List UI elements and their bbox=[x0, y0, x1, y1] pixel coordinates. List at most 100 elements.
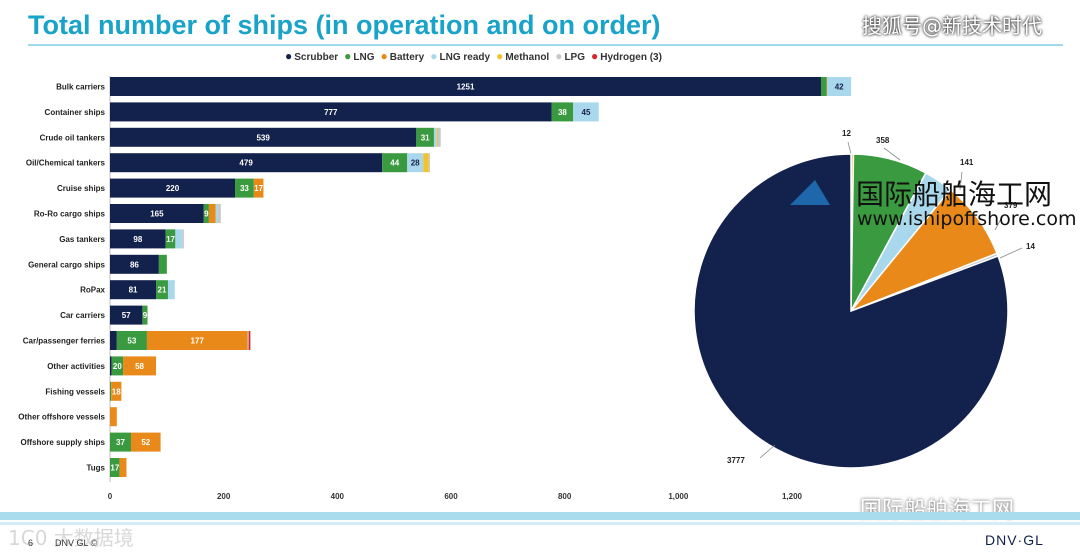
category-label: Cruise ships bbox=[57, 184, 106, 193]
brand-logo: DNV·GL bbox=[985, 532, 1044, 548]
data-label: 33 bbox=[240, 184, 249, 193]
data-label: 1251 bbox=[457, 83, 475, 92]
bar-segment bbox=[215, 204, 218, 223]
watermark-bottom-left: 1C0 大数据境 bbox=[8, 526, 134, 550]
pie-slice-label: 3777 bbox=[727, 456, 745, 465]
x-tick-label: 600 bbox=[444, 492, 458, 501]
bar-segment bbox=[826, 77, 828, 96]
bar-segment bbox=[208, 204, 216, 223]
legend-item-4: ● Methanol bbox=[496, 49, 549, 63]
bar-segment bbox=[110, 102, 552, 122]
bar-segment bbox=[820, 77, 827, 96]
category-label: Ro-Ro cargo ships bbox=[34, 210, 106, 219]
bar-segment bbox=[110, 356, 112, 376]
title-divider bbox=[28, 44, 1063, 46]
legend-item-6: ● Hydrogen (3) bbox=[591, 49, 662, 63]
bar-segment bbox=[182, 229, 184, 249]
bar-segment bbox=[248, 331, 251, 350]
bar-segment bbox=[110, 229, 166, 249]
legend-label: LNG ready bbox=[439, 52, 491, 63]
category-label: Other offshore vessels bbox=[18, 413, 105, 422]
category-label: Car carriers bbox=[60, 311, 105, 320]
bar-segment bbox=[110, 280, 157, 300]
chart-legend: ● Scrubber ● LNG ● Battery ● LNG ready ● Methanol… bbox=[285, 49, 668, 63]
pie-slice-label: 12 bbox=[842, 129, 851, 138]
bar-segment bbox=[156, 280, 168, 300]
copyright: DNV GL © bbox=[55, 538, 98, 548]
bar-segment bbox=[158, 254, 167, 274]
bar-segment bbox=[111, 356, 124, 376]
pie-slice bbox=[693, 153, 1009, 469]
category-label: Gas tankers bbox=[59, 235, 105, 244]
data-label: 58 bbox=[135, 362, 144, 371]
category-label: Tugs bbox=[86, 464, 105, 473]
x-tick-label: 400 bbox=[331, 492, 345, 501]
bar-segment bbox=[433, 127, 437, 147]
data-label: 17 bbox=[110, 464, 119, 473]
category-label: Oil/Chemical tankers bbox=[26, 159, 106, 168]
bar-segment bbox=[110, 77, 821, 96]
category-label: Car/passenger ferries bbox=[23, 337, 106, 346]
data-label: 20 bbox=[113, 362, 122, 371]
bar-segment bbox=[165, 229, 176, 249]
bar-segment bbox=[110, 305, 143, 325]
pie-slice-label: 141 bbox=[960, 158, 974, 167]
bar-segment bbox=[827, 77, 852, 96]
data-label: 31 bbox=[421, 133, 430, 142]
category-label: Container ships bbox=[45, 108, 106, 117]
bar-segment bbox=[110, 204, 204, 223]
legend-swatch: ● bbox=[555, 49, 563, 63]
category-label: General cargo ships bbox=[28, 260, 105, 269]
data-label: 44 bbox=[390, 159, 399, 168]
data-label: 53 bbox=[127, 337, 136, 346]
bar-segment bbox=[382, 153, 408, 173]
data-label: 17 bbox=[166, 235, 175, 244]
bar-segment bbox=[253, 178, 264, 198]
data-label: 86 bbox=[130, 260, 139, 269]
bar-segment bbox=[110, 458, 120, 477]
bar-segment bbox=[111, 381, 122, 401]
pie-leader-line bbox=[847, 141, 852, 155]
x-tick-label: 0 bbox=[108, 492, 113, 501]
data-label: 28 bbox=[411, 159, 420, 168]
pie-leader-line bbox=[999, 247, 1023, 259]
pie-leader-line bbox=[994, 214, 1004, 231]
data-label: 177 bbox=[191, 337, 205, 346]
page-title: Total number of ships (in operation and … bbox=[28, 10, 661, 40]
bar-segment bbox=[437, 127, 441, 147]
data-label: 45 bbox=[582, 108, 591, 117]
bar-segment bbox=[551, 102, 574, 122]
bar-segment bbox=[203, 204, 209, 223]
x-tick-label: 1,000 bbox=[668, 492, 689, 501]
bar-segment bbox=[123, 356, 157, 376]
data-label: 165 bbox=[150, 210, 164, 219]
bar-segment bbox=[573, 102, 599, 122]
legend-label: Scrubber bbox=[294, 52, 339, 63]
footer-band bbox=[0, 512, 1080, 520]
x-tick-label: 1,200 bbox=[782, 492, 803, 501]
data-label: 9 bbox=[204, 210, 209, 219]
bar-segment bbox=[142, 305, 148, 325]
bar-segment bbox=[110, 331, 117, 350]
legend-item-3: ● LNG ready bbox=[430, 49, 491, 63]
data-label: 479 bbox=[239, 159, 253, 168]
bar-segment bbox=[110, 127, 417, 147]
category-label: Fishing vessels bbox=[45, 387, 105, 396]
pie-slice-label: 14 bbox=[1026, 242, 1035, 251]
bar-segment bbox=[110, 407, 117, 427]
bar-segment bbox=[175, 229, 183, 249]
legend-label: Battery bbox=[389, 52, 425, 63]
data-label: 52 bbox=[141, 438, 150, 447]
pie-leader-line bbox=[883, 147, 901, 161]
category-label: Crude oil tankers bbox=[40, 133, 106, 142]
legend-label: Hydrogen (3) bbox=[600, 52, 662, 63]
x-tick-label: 200 bbox=[217, 492, 231, 501]
bar-segment bbox=[436, 127, 438, 147]
legend-item-0: ● Scrubber bbox=[285, 49, 339, 63]
legend-swatch: ● bbox=[430, 49, 438, 63]
bar-segment bbox=[167, 280, 175, 300]
bar-segment bbox=[428, 153, 430, 173]
data-label: 38 bbox=[558, 108, 567, 117]
data-label: 81 bbox=[129, 286, 138, 295]
